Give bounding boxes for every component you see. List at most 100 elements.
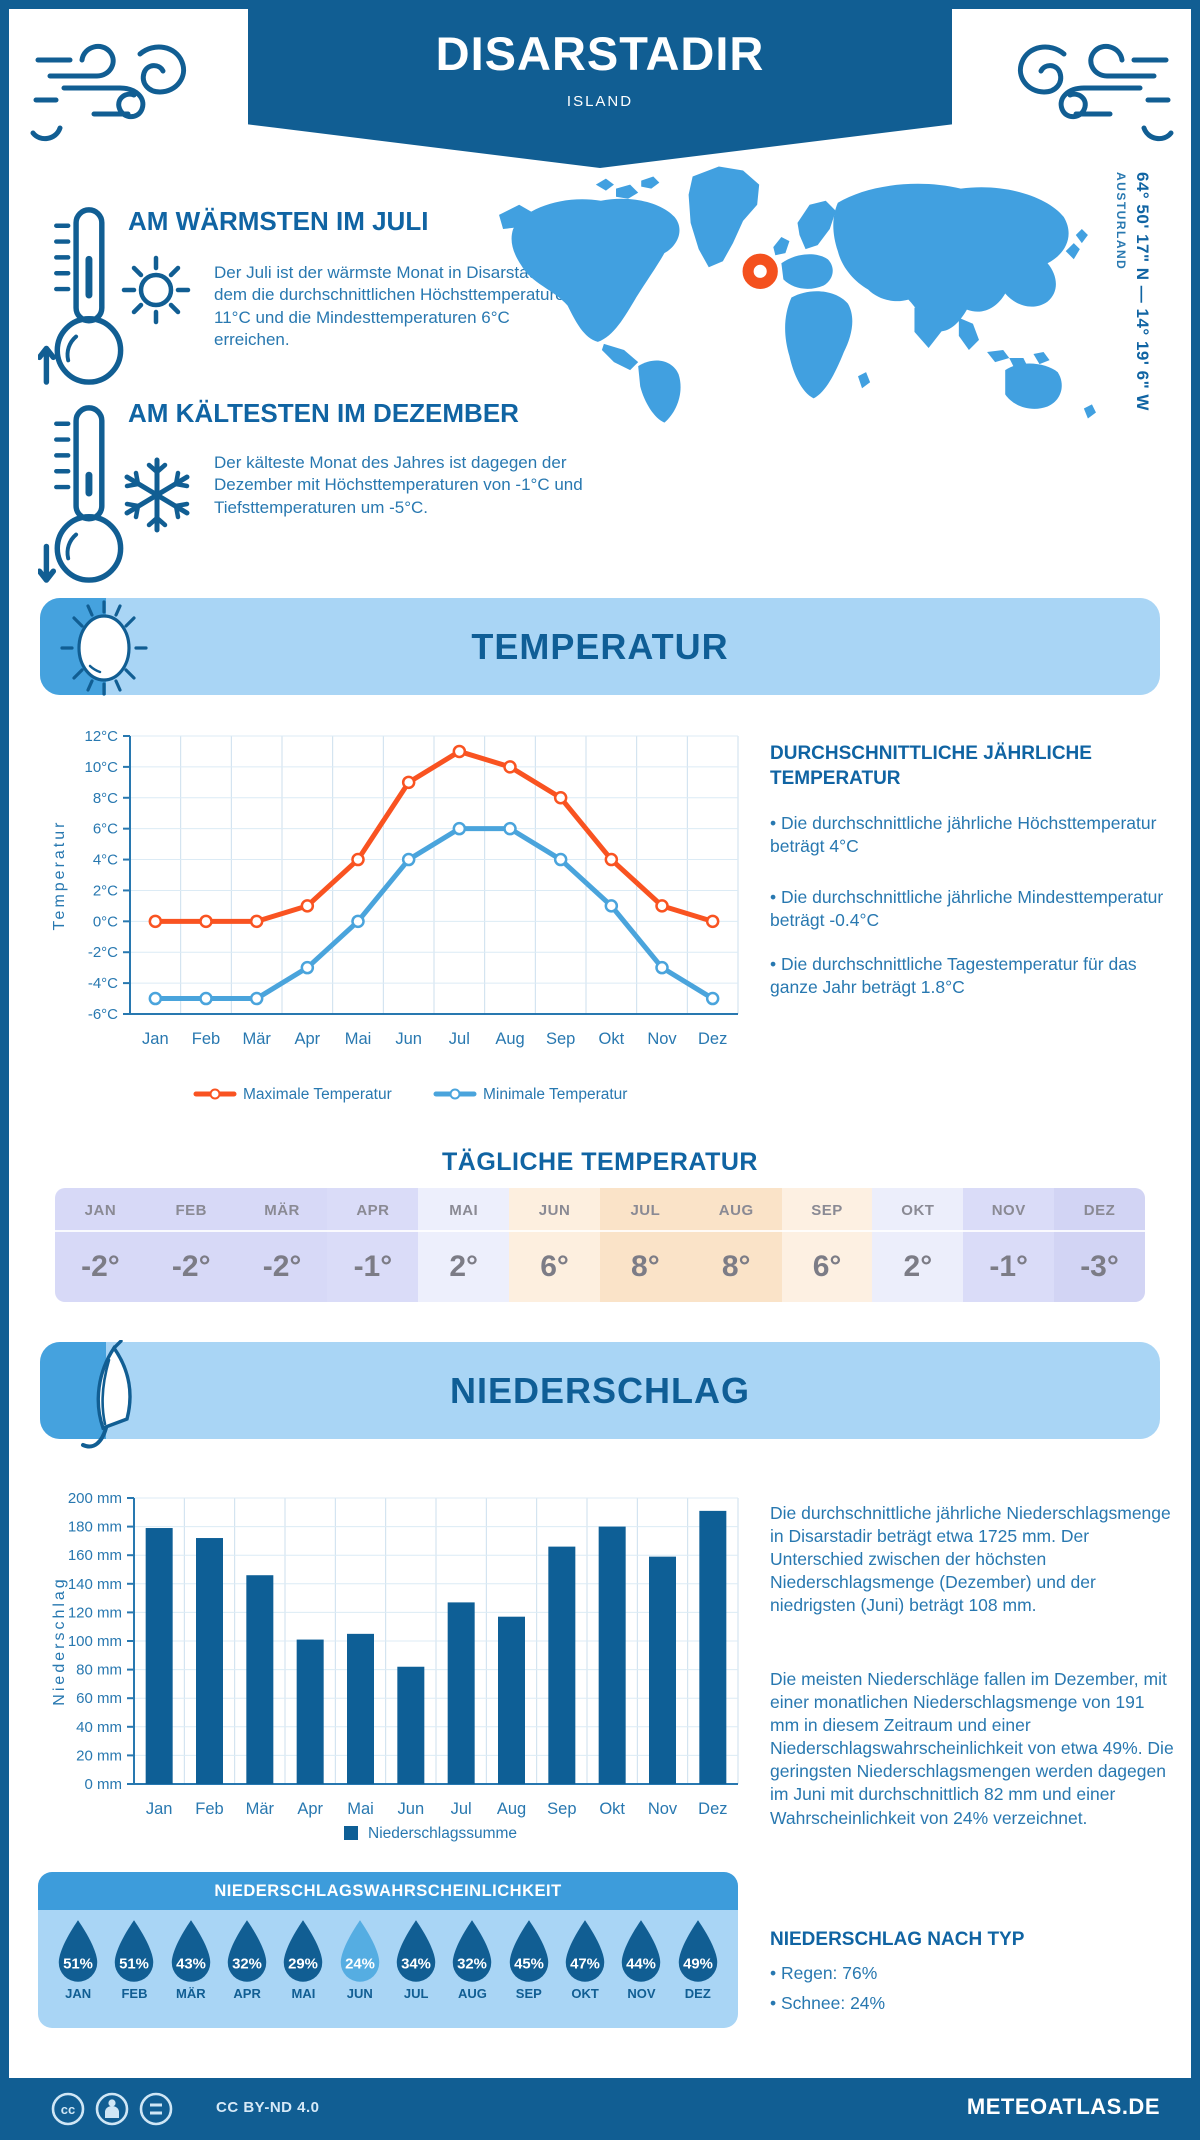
precip-paragraph: Die meisten Niederschläge fallen im Deze… xyxy=(770,1669,1174,1828)
precip-drop-month: JUL xyxy=(403,1986,429,2001)
precip-drop: 51% JAN xyxy=(50,1918,106,2001)
coldest-title: AM KÄLTESTEN IM DEZEMBER xyxy=(128,398,519,428)
svg-text:60 mm: 60 mm xyxy=(76,1690,122,1707)
wind-icon xyxy=(1018,43,1174,142)
svg-text:44%: 44% xyxy=(627,1956,657,1972)
svg-text:Maximale Temperatur: Maximale Temperatur xyxy=(243,1086,392,1103)
daily-temp-column: JUN 6° xyxy=(509,1188,600,1302)
daily-temp-month: AUG xyxy=(690,1188,782,1232)
precip-paragraph: Die durchschnittliche jährliche Niedersc… xyxy=(770,1503,1171,1616)
daily-temp-column: JAN -2° xyxy=(55,1188,146,1302)
svg-text:140 mm: 140 mm xyxy=(68,1576,122,1593)
daily-temp-month: JAN xyxy=(55,1188,146,1232)
daily-temp-column: APR -1° xyxy=(327,1188,419,1302)
annual-temp-bullet: • Die durchschnittliche Tagestemperatur … xyxy=(770,954,1137,998)
precip-drop-month: SEP xyxy=(515,1986,542,2001)
svg-text:80 mm: 80 mm xyxy=(76,1662,122,1679)
daily-temp-value: 6° xyxy=(540,1250,569,1283)
daily-temp-column: SEP 6° xyxy=(781,1188,873,1302)
daily-temp-column: JUL 8° xyxy=(599,1188,691,1302)
precip-drop-month: JAN xyxy=(65,1986,92,2001)
daily-temp-table: JAN -2° FEB -2° MÄR -2° APR -1° MAI 2° JUN 6° JUL 8° A… xyxy=(55,1188,1145,1302)
region-text: AUSTURLAND xyxy=(1114,172,1128,271)
daily-temp-month: DEZ xyxy=(1054,1188,1145,1232)
svg-text:43%: 43% xyxy=(176,1956,206,1972)
daily-temp-month: APR xyxy=(327,1188,419,1232)
svg-text:47%: 47% xyxy=(570,1956,600,1972)
daily-temp-month: FEB xyxy=(145,1188,237,1232)
banner-wedge xyxy=(40,1342,106,1439)
precip-drop-month: OKT xyxy=(571,1986,599,2001)
coordinates-text: 64° 50' 17" N — 14° 19' 6" W xyxy=(1133,172,1152,411)
daily-temp-value: 2° xyxy=(449,1250,479,1283)
daily-temp-value: 8° xyxy=(631,1250,660,1283)
svg-text:32%: 32% xyxy=(458,1956,488,1972)
snowflake-icon xyxy=(124,457,190,533)
annual-temp-bullet: • Die durchschnittliche jährliche Mindes… xyxy=(770,887,1164,931)
svg-text:Aug: Aug xyxy=(495,1030,524,1048)
cc-license-icons: cc xyxy=(51,2092,173,2126)
daily-temp-column: AUG 8° xyxy=(690,1188,782,1302)
svg-text:Nov: Nov xyxy=(648,1800,678,1818)
precip-drop-month: APR xyxy=(233,1986,261,2001)
thermometer-warm-icon xyxy=(38,207,124,385)
daily-temp-month: MAI xyxy=(418,1188,510,1232)
thermometer-cold-icon xyxy=(38,405,124,583)
temperature-section-title: TEMPERATUR xyxy=(471,626,729,667)
svg-text:Dez: Dez xyxy=(698,1800,727,1818)
svg-text:0 mm: 0 mm xyxy=(85,1776,123,1793)
precipitation-section-banner: NIEDERSCHLAG xyxy=(40,1340,1160,1449)
precip-type-bullet: • Regen: 76% xyxy=(770,1963,878,1983)
svg-text:29%: 29% xyxy=(289,1956,319,1972)
svg-text:-6°C: -6°C xyxy=(88,1006,118,1023)
annual-temp-heading: DURCHSCHNITTLICHE JÄHRLICHE TEMPERATUR xyxy=(770,743,1092,789)
precip-drop-month: AUG xyxy=(458,1986,487,2001)
svg-text:Jun: Jun xyxy=(395,1030,422,1048)
svg-text:4°C: 4°C xyxy=(93,852,118,869)
daily-temp-value: -1° xyxy=(989,1250,1029,1283)
svg-text:Dez: Dez xyxy=(698,1030,727,1048)
daily-temp-value: 8° xyxy=(721,1250,751,1283)
precipitation-section-title: NIEDERSCHLAG xyxy=(449,1370,751,1411)
svg-text:Minimale Temperatur: Minimale Temperatur xyxy=(483,1086,627,1103)
svg-text:Temperatur: Temperatur xyxy=(51,820,68,931)
svg-text:6°C: 6°C xyxy=(93,821,118,838)
daily-temp-month: OKT xyxy=(872,1188,964,1232)
coldest-text: Der kälteste Monat des Jahres ist dagege… xyxy=(214,453,583,517)
svg-text:12°C: 12°C xyxy=(84,728,118,745)
annual-temp-bullet: • Die durchschnittliche jährliche Höchst… xyxy=(770,813,1157,857)
svg-text:8°C: 8°C xyxy=(93,790,118,807)
daily-temp-value: 6° xyxy=(812,1250,842,1283)
precip-drop: 29% MAI xyxy=(275,1918,331,2001)
daily-temp-value: -3° xyxy=(1080,1250,1119,1283)
daily-temp-value: -2° xyxy=(171,1250,211,1283)
daily-temp-value: -1° xyxy=(353,1250,393,1283)
precip-drop: 32% AUG xyxy=(444,1918,500,2001)
precip-drop: 24% JUN xyxy=(332,1918,388,2001)
svg-text:49%: 49% xyxy=(683,1956,713,1972)
precip-drop: 32% APR xyxy=(219,1918,275,2001)
precip-probability-box: NIEDERSCHLAGSWAHRSCHEINLICHKEIT 51% JAN 51… xyxy=(38,1872,738,2028)
daily-temp-month: SEP xyxy=(781,1188,873,1232)
page-subtitle: ISLAND xyxy=(566,93,634,110)
daily-temp-column: MÄR -2° xyxy=(236,1188,328,1302)
page-border-left xyxy=(0,0,9,2140)
precip-drop-month: MÄR xyxy=(176,1986,206,2001)
temperature-section-banner: TEMPERATUR xyxy=(40,598,1160,696)
wind-icon xyxy=(30,43,186,142)
precip-probability-body: 51% JAN 51% FEB 43% MÄR 32% APR 29% MAI 24% JUN 34% J… xyxy=(38,1910,738,2028)
precip-drop: 45% SEP xyxy=(501,1918,557,2001)
daily-temp-month: JUN xyxy=(509,1188,600,1232)
precip-drop: 34% JUL xyxy=(388,1918,444,2001)
daily-temp-column: NOV -1° xyxy=(963,1188,1055,1302)
svg-text:Apr: Apr xyxy=(297,1800,323,1818)
daily-temp-month: NOV xyxy=(963,1188,1055,1232)
svg-text:200 mm: 200 mm xyxy=(68,1490,122,1507)
svg-text:Mai: Mai xyxy=(345,1030,372,1048)
location-coordinates: 64° 50' 17" N — 14° 19' 6" W AUSTURLAND xyxy=(1114,172,1152,612)
svg-text:Okt: Okt xyxy=(598,1030,624,1048)
svg-text:Sep: Sep xyxy=(547,1800,576,1818)
daily-temp-month: MÄR xyxy=(236,1188,328,1232)
svg-text:Okt: Okt xyxy=(599,1800,625,1818)
precip-drop: 43% MÄR xyxy=(163,1918,219,2001)
